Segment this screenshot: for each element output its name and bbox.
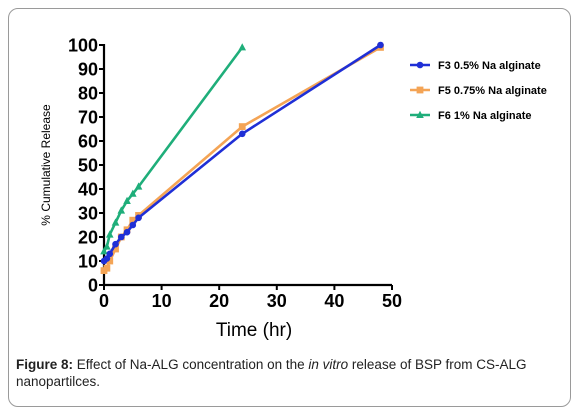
legend-label: F6 1% Na alginate <box>438 110 532 122</box>
y-tick-label: 80 <box>78 84 98 104</box>
data-point <box>129 189 137 197</box>
y-tick-label: 70 <box>78 108 98 128</box>
y-axis-title: % Cumulative Release <box>39 104 53 226</box>
x-tick-label: 20 <box>209 291 229 311</box>
x-tick-label: 40 <box>324 291 344 311</box>
data-point <box>377 41 384 49</box>
data-point <box>123 228 131 236</box>
y-tick-label: 0 <box>88 276 98 296</box>
series-2 <box>100 43 247 255</box>
y-tick-label: 100 <box>68 36 98 56</box>
y-tick-label: 20 <box>78 228 98 248</box>
legend-entry: F3 0.5% Na alginate <box>410 60 541 72</box>
y-tick-label: 60 <box>78 132 98 152</box>
x-tick-label: 10 <box>152 291 172 311</box>
data-point <box>238 123 246 130</box>
data-point <box>103 264 111 272</box>
series-line <box>103 43 382 262</box>
chart-legend: F3 0.5% Na alginate F5 0.75% Na alginate F… <box>410 60 547 122</box>
data-point <box>103 255 111 262</box>
data-point <box>117 206 126 214</box>
legend-label: F5 0.75% Na alginate <box>438 85 547 97</box>
caption-label: Figure 8: <box>16 357 74 372</box>
data-point <box>112 240 119 248</box>
data-point <box>105 230 114 238</box>
series-1 <box>100 44 384 274</box>
data-point <box>117 233 125 241</box>
legend-marker <box>416 110 424 118</box>
series-0 <box>100 41 384 265</box>
chart-series <box>100 41 384 274</box>
x-tick-label: 30 <box>267 291 287 311</box>
data-point <box>111 218 120 226</box>
y-tick-label: 30 <box>78 204 98 224</box>
x-axis-title: Time (hr) <box>216 320 292 341</box>
data-point <box>112 245 119 253</box>
data-point <box>135 214 142 222</box>
data-point <box>106 250 114 258</box>
x-tick-label: 50 <box>382 291 402 311</box>
legend-marker <box>416 86 424 94</box>
legend-marker <box>416 61 424 69</box>
legend-label: F3 0.5% Na alginate <box>438 60 541 72</box>
y-tick-label: 40 <box>78 180 98 200</box>
data-point <box>134 182 143 190</box>
caption-text-before: Effect of Na-ALG concentration on the <box>73 357 309 372</box>
data-point <box>123 196 131 204</box>
data-point <box>106 257 114 265</box>
x-tick-label: 0 <box>99 291 109 311</box>
caption-text-after: release of BSP from CS-ALG nanopartilces… <box>16 357 527 389</box>
data-point <box>100 247 108 255</box>
y-tick-label: 90 <box>78 60 98 80</box>
caption-text-italic: in vitro <box>308 357 349 372</box>
data-point <box>238 43 247 51</box>
figure-frame <box>8 8 571 407</box>
data-point <box>129 216 137 224</box>
series-line <box>103 46 382 272</box>
data-point <box>103 242 111 250</box>
data-point <box>238 130 246 138</box>
data-point <box>129 221 137 229</box>
legend-entry: F5 0.75% Na alginate <box>410 85 547 97</box>
y-tick-label: 50 <box>78 156 98 176</box>
y-tick-label: 10 <box>78 252 98 272</box>
legend-entry: F6 1% Na alginate <box>410 110 532 122</box>
figure-caption: Figure 8: Effect of Na-ALG concentration… <box>16 356 564 390</box>
